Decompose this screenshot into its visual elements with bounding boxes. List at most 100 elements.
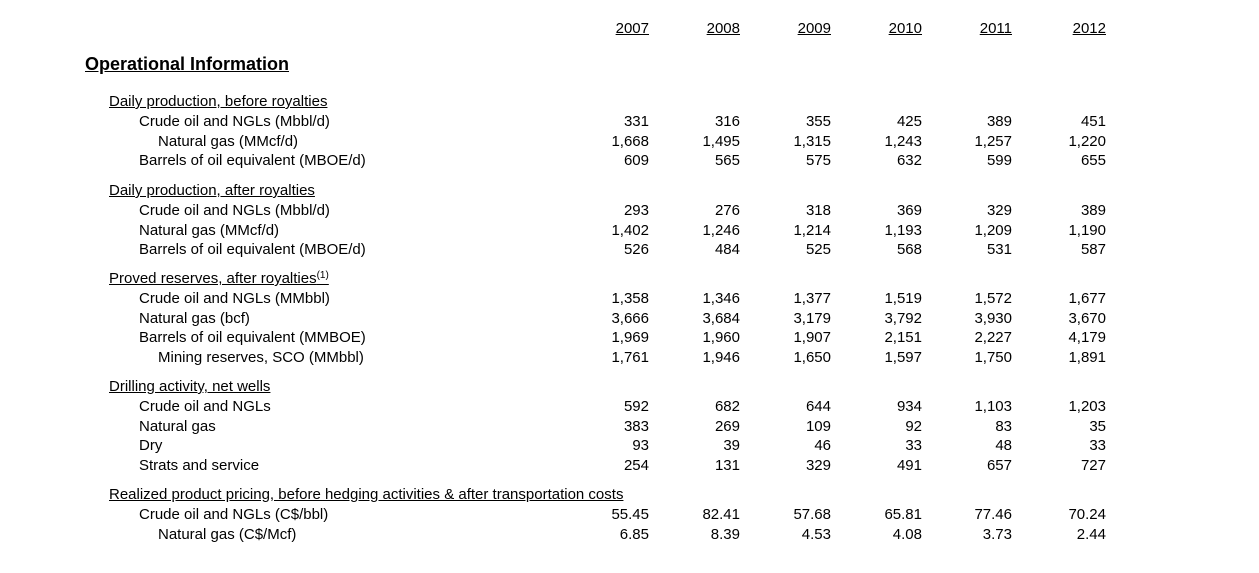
row-label: Barrels of oil equivalent (MBOE/d)	[139, 152, 366, 170]
section-title: Proved reserves, after royalties(1)	[109, 270, 329, 287]
table-cell: 657	[986, 457, 1012, 475]
table-cell: 254	[623, 457, 649, 475]
table-cell: 355	[805, 113, 831, 130]
table-cell: 1,668	[611, 132, 649, 150]
table-cell: 1,257	[974, 132, 1012, 150]
table-cell: 131	[714, 457, 740, 475]
table-cell: 1,402	[611, 221, 649, 239]
row-label: Dry	[139, 437, 163, 455]
row-label: Barrels of oil equivalent (MMBOE)	[139, 329, 366, 347]
row-label: Crude oil and NGLs	[139, 398, 271, 415]
table-cell: 65.81	[884, 506, 922, 523]
table-cell: 1,315	[793, 132, 831, 150]
table-cell: 48	[995, 437, 1012, 455]
table-cell: 1,203	[1068, 398, 1106, 415]
table-cell: 1,572	[974, 290, 1012, 307]
table-cell: 1,891	[1068, 349, 1106, 367]
table-cell: 934	[896, 398, 922, 415]
table-cell: 1,246	[702, 221, 740, 239]
table-cell: 1,907	[793, 329, 831, 347]
table-cell: 293	[623, 202, 649, 219]
table-cell: 4.08	[892, 525, 922, 543]
table-cell: 1,495	[702, 132, 740, 150]
table-cell: 57.68	[793, 506, 831, 523]
table-cell: 632	[896, 152, 922, 170]
table-cell: 1,377	[793, 290, 831, 307]
table-cell: 33	[905, 437, 922, 455]
table-cell: 1,209	[974, 221, 1012, 239]
table-cell: 83	[995, 417, 1012, 435]
table-cell: 609	[623, 152, 649, 170]
section-title: Drilling activity, net wells	[109, 378, 270, 395]
year-header: 2008	[706, 20, 740, 37]
row-label: Natural gas (MMcf/d)	[158, 132, 299, 150]
row-label: Natural gas (MMcf/d)	[139, 221, 280, 239]
table-cell: 1,969	[611, 329, 649, 347]
table-cell: 1,220	[1068, 132, 1106, 150]
year-header: 2007	[615, 20, 649, 37]
table-cell: 6.85	[619, 525, 649, 543]
table-cell: 1,946	[702, 349, 740, 367]
table-cell: 35	[1089, 417, 1106, 435]
year-header: 2012	[1072, 20, 1106, 37]
table-cell: 3.73	[982, 525, 1012, 543]
table-cell: 318	[805, 202, 831, 219]
table-cell: 3,684	[702, 309, 740, 327]
section-title-text: Daily production, before royalties	[109, 93, 328, 110]
table-cell: 3,930	[974, 309, 1012, 327]
table-cell: 3,670	[1068, 309, 1106, 327]
table-cell: 389	[986, 113, 1012, 130]
table-cell: 2.44	[1076, 525, 1106, 543]
table-cell: 599	[986, 152, 1012, 170]
section-title-text: Proved reserves, after royalties	[109, 270, 317, 287]
section-heading: Operational Information	[85, 54, 290, 74]
table-cell: 1,214	[793, 221, 831, 239]
row-label: Crude oil and NGLs (MMbbl)	[139, 290, 330, 307]
table-cell: 525	[805, 241, 831, 259]
table-cell: 269	[714, 417, 740, 435]
table-cell: 329	[805, 457, 831, 475]
table-cell: 592	[623, 398, 649, 415]
row-label: Natural gas	[139, 417, 216, 435]
row-label: Barrels of oil equivalent (MBOE/d)	[139, 241, 366, 259]
table-cell: 316	[714, 113, 740, 130]
section-title: Daily production, before royalties	[109, 93, 327, 110]
table-cell: 1,358	[611, 290, 649, 307]
table-cell: 1,761	[611, 349, 649, 367]
table-cell: 2,151	[884, 329, 922, 347]
table-cell: 3,666	[611, 309, 649, 327]
table-cell: 92	[905, 417, 922, 435]
table-cell: 4.53	[801, 525, 831, 543]
row-label: Crude oil and NGLs (Mbbl/d)	[139, 202, 330, 219]
table-cell: 644	[805, 398, 831, 415]
table-cell: 568	[896, 241, 922, 259]
table-cell: 33	[1089, 437, 1106, 455]
table-cell: 55.45	[611, 506, 649, 523]
table-cell: 1,750	[974, 349, 1012, 367]
table-cell: 1,193	[884, 221, 922, 239]
section-title-text: Drilling activity, net wells	[109, 378, 271, 395]
table-cell: 3,792	[884, 309, 922, 327]
row-label: Crude oil and NGLs (Mbbl/d)	[139, 113, 330, 130]
table-cell: 565	[714, 152, 740, 170]
table-cell: 531	[986, 241, 1012, 259]
table-cell: 1,677	[1068, 290, 1106, 307]
row-label: Natural gas (bcf)	[139, 309, 250, 327]
table-cell: 1,519	[884, 290, 922, 307]
table-cell: 655	[1080, 152, 1106, 170]
table-cell: 451	[1080, 113, 1106, 130]
table-cell: 1,243	[884, 132, 922, 150]
table-cell: 484	[714, 241, 740, 259]
year-header: 2009	[797, 20, 831, 37]
table-cell: 1,346	[702, 290, 740, 307]
table-cell: 526	[623, 241, 649, 259]
row-label: Mining reserves, SCO (MMbbl)	[158, 349, 364, 367]
table-cell: 587	[1080, 241, 1106, 259]
table-cell: 389	[1080, 202, 1106, 219]
section-title-text: Realized product pricing, before hedging…	[109, 486, 624, 503]
row-label: Crude oil and NGLs (C$/bbl)	[139, 506, 329, 523]
table-cell: 329	[986, 202, 1012, 219]
table-cell: 109	[805, 417, 831, 435]
table-cell: 727	[1080, 457, 1106, 475]
table-cell: 331	[623, 113, 649, 130]
